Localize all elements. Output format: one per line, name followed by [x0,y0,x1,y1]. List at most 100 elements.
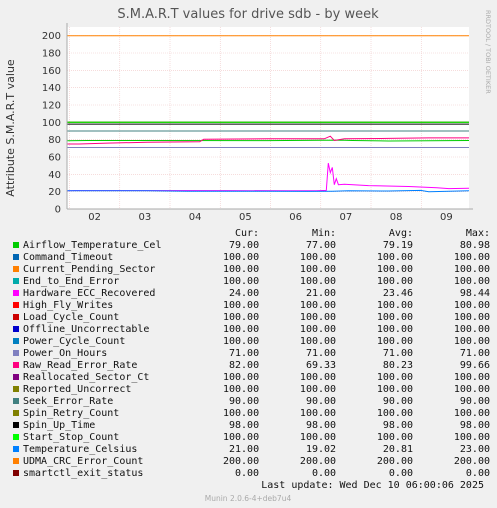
legend-series-name: Power_On_Hours [10,348,182,360]
legend-value-cur: 100.00 [222,372,260,383]
legend-series-name: Current_Pending_Sector [10,264,182,276]
legend-value-min: 0.00 [311,468,337,479]
legend-row: End_to_End_Error 100.00 100.00 100.00 100.00 [10,276,490,288]
legend-row: Current_Pending_Sector 100.00 100.00 100.00… [10,264,490,276]
legend-series-name: Temperature_Celsius [10,444,182,456]
legend-value-max: 90.00 [459,396,490,407]
y-tick-label: 80 [48,135,61,146]
legend-value-avg: 100.00 [376,384,413,395]
legend-value-max: 98.00 [459,420,490,431]
y-tick-label: 200 [42,31,61,42]
legend-value-max: 100.00 [453,264,490,275]
legend-series-name: Offline_Uncorrectable [10,324,182,336]
plot-area [67,27,469,209]
legend-value-avg: 100.00 [376,300,413,311]
legend-value-min: 100.00 [299,408,337,419]
x-tick-label: 08 [390,212,403,223]
axes: 0 20 40 60 80 100 120 140 160 180 200 02 03 04 05 06 07 0… [42,23,473,223]
legend-value-avg: 200.00 [376,456,413,467]
legend-value-min: 19.02 [305,444,337,455]
series-line [67,135,469,145]
legend-swatch [13,254,19,260]
legend-series-name: Raw_Read_Error_Rate [10,360,182,372]
legend-value-cur: 100.00 [222,312,260,323]
legend-series-name: Load_Cycle_Count [10,312,182,324]
y-tick-label: 40 [48,170,61,181]
legend-value-avg: 100.00 [376,264,413,275]
legend-value-min: 21.00 [305,288,337,299]
y-tick-label: 100 [42,118,61,129]
legend-row: Hardware_ECC_Recovered 24.00 21.00 23.46 98.… [10,288,490,300]
legend-series-name: Power_Cycle_Count [10,336,182,348]
legend-value-max: 23.00 [459,444,490,455]
legend-value-max: 100.00 [453,432,490,443]
legend-value-avg: 23.46 [382,288,413,299]
x-tick-label: 06 [289,212,302,223]
legend-value-min: 200.00 [299,456,337,467]
legend-column-header: Avg: [388,228,413,239]
legend-value-min: 98.00 [305,420,337,431]
munin-version: Munin 2.0.6-4+deb7u4 [205,494,292,503]
legend-value-cur: 71.00 [228,348,260,359]
legend-swatch [13,434,19,440]
legend-series-name: Command_Timeout [10,252,182,264]
legend-value-avg: 100.00 [376,336,413,347]
legend-value-avg: 100.00 [376,432,413,443]
x-tick-label: 07 [340,212,353,223]
legend-value-min: 90.00 [305,396,337,407]
legend-row: Temperature_Celsius 21.00 19.02 20.81 23.00 [10,444,490,456]
legend-value-cur: 82.00 [228,360,260,371]
legend-column-header: Max: [465,228,490,239]
y-tick-label: 160 [42,66,61,77]
legend-value-min: 69.33 [305,360,337,371]
legend-row: High_Fly_Writes 100.00 100.00 100.00 100.00 [10,300,490,312]
legend-value-max: 100.00 [453,408,490,419]
legend-row: Spin_Up_Time 98.00 98.00 98.00 98.00 [10,420,490,432]
legend-swatch [13,266,19,272]
legend-value-min: 100.00 [299,432,337,443]
legend-value-min: 71.00 [305,348,337,359]
legend-swatch [13,458,19,464]
legend-value-cur: 100.00 [222,324,260,335]
legend-value-cur: 100.00 [222,264,260,275]
legend-value-avg: 100.00 [376,408,413,419]
legend-column-header: Min: [311,228,337,239]
series-line [67,189,470,193]
legend-row: Command_Timeout 100.00 100.00 100.00 100.00 [10,252,490,264]
legend-swatch [13,386,19,392]
legend-value-avg: 79.19 [382,240,413,251]
legend-value-avg: 100.00 [376,312,413,323]
x-tick-label: 05 [239,212,252,223]
legend-row: Seek_Error_Rate 90.00 90.00 90.00 90.00 [10,396,490,408]
legend-value-avg: 100.00 [376,372,413,383]
chart-title: S.M.A.R.T values for drive sdb - by week [117,7,379,22]
legend-value-min: 100.00 [299,264,337,275]
legend-value-avg: 100.00 [376,252,413,263]
legend-row: Load_Cycle_Count 100.00 100.00 100.00 100.00 [10,312,490,324]
legend-value-min: 100.00 [299,372,337,383]
legend-value-avg: 71.00 [382,348,413,359]
legend-value-min: 100.00 [299,252,337,263]
legend-value-cur: 100.00 [222,300,260,311]
legend-value-cur: 100.00 [222,276,260,287]
legend-swatch [13,374,19,380]
legend-series-name: Hardware_ECC_Recovered [10,288,182,300]
legend-value-cur: 79.00 [228,240,260,251]
legend-row: Raw_Read_Error_Rate 82.00 69.33 80.23 99.66 [10,360,490,372]
legend-swatch [13,422,19,428]
legend-series-name: Start_Stop_Count [10,432,182,444]
legend-row: Reallocated_Sector_Ct 100.00 100.00 100.00 1… [10,372,490,384]
legend-row: Start_Stop_Count 100.00 100.00 100.00 100.00 [10,432,490,444]
rrdtool-credit: RRDTOOL / TOBI OETIKER [484,10,492,94]
legend-swatch [13,470,19,476]
legend-value-min: 100.00 [299,300,337,311]
y-tick-label: 60 [48,153,61,164]
footer-area: Munin 2.0.6-4+deb7u4 [205,494,292,503]
legend-value-cur: 0.00 [235,468,260,479]
series-line [66,139,470,142]
legend-value-max: 100.00 [453,276,490,287]
legend-value-max: 71.00 [459,348,490,359]
legend-value-avg: 0.00 [388,468,413,479]
legend-value-cur: 90.00 [228,396,260,407]
legend-value-cur: 100.00 [222,384,260,395]
